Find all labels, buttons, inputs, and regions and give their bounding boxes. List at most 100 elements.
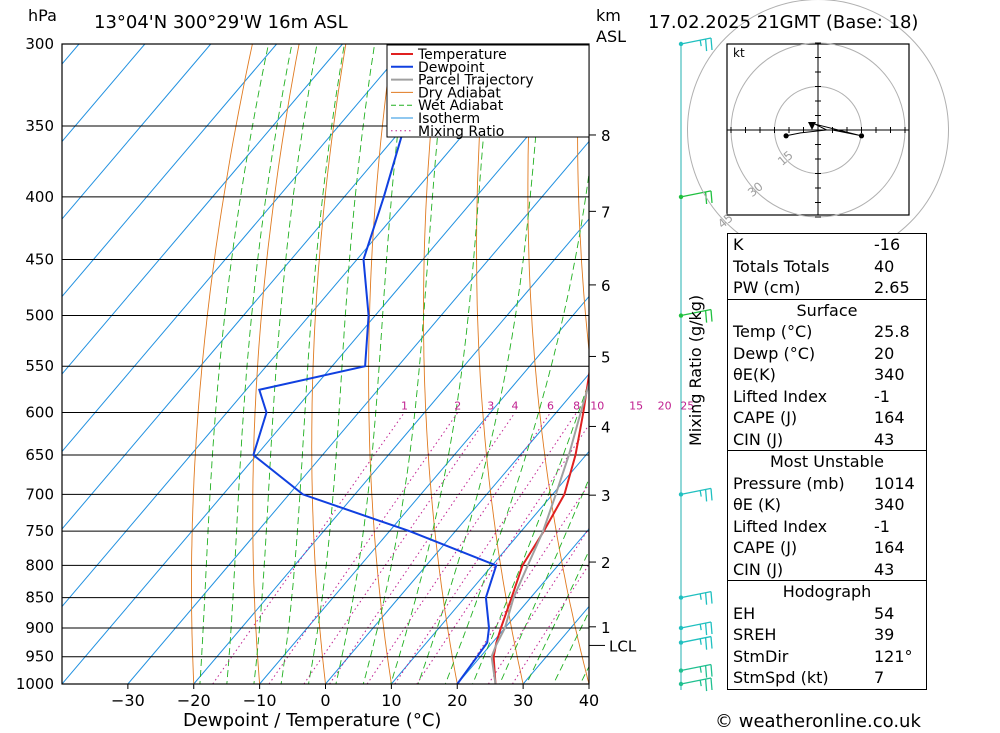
isotherm-line — [193, 218, 589, 684]
wind-barb — [678, 635, 713, 650]
index-row: PW (cm) 2.65 — [733, 278, 910, 297]
surface-row: Lifted Index -1 — [733, 386, 890, 406]
legend-label: Temperature — [417, 47, 507, 63]
indices-panel: K -16 Totals Totals 40 PW (cm) 2.65 Surface… — [727, 233, 927, 690]
pressure-tick-label: 500 — [25, 307, 54, 325]
mu-row: CIN (J) 43 — [733, 559, 895, 579]
isotherm-line — [127, 140, 589, 684]
x-tick-label: −30 — [111, 691, 145, 710]
pressure-gridlines — [62, 43, 589, 685]
isotherm-line — [62, 44, 278, 298]
dry-adiabats — [191, 7, 1000, 710]
wet-adiabat — [199, 44, 269, 684]
pressure-tick-label: 800 — [25, 556, 54, 574]
isotherm-line — [456, 528, 589, 684]
wet-adiabat — [444, 170, 589, 684]
mixing-ratio-label: 4 — [512, 399, 519, 412]
hodo-row: EH 54 — [733, 603, 895, 623]
mixing-ratio-label: 3 — [487, 399, 494, 412]
legend-label: Wet Adiabat — [418, 98, 504, 114]
isotherm-line — [390, 450, 589, 684]
height-tick-label: 1 — [601, 619, 611, 637]
wet-adiabat — [335, 44, 409, 684]
dry-adiabat — [626, 7, 730, 710]
x-tick-label: 10 — [381, 691, 401, 710]
hodo-row: StmSpd (kt) 7 — [733, 668, 885, 687]
series-line-parcel-trajectory — [490, 380, 589, 684]
wind-barb — [678, 487, 713, 502]
isotherm-line — [62, 44, 409, 453]
surface-row: Temp (°C) 25.8 — [733, 322, 910, 341]
surface-row: Dewp (°C) 20 — [733, 343, 895, 363]
pressure-tick-label: 550 — [25, 357, 54, 375]
legend-label: Mixing Ratio — [418, 124, 504, 140]
mixing-ratio-label: 8 — [573, 399, 580, 412]
wind-barbs — [678, 37, 713, 692]
hodograph-point — [783, 133, 789, 139]
mixing-ratio-label: 10 — [590, 399, 604, 412]
isotherm-line — [0, 44, 13, 684]
mixing-ratio-labels: 1 2 3 4 6 8 10 15 20 25 — [401, 399, 694, 412]
hodograph-unit: kt — [733, 46, 745, 60]
pressure-tick-label: 900 — [25, 619, 54, 637]
mixing-ratio-label: 20 — [658, 399, 672, 412]
height-tick-label: 6 — [601, 277, 611, 295]
dry-adiabat — [423, 44, 458, 684]
wind-barb — [678, 621, 713, 636]
lcl-label: LCL — [609, 637, 637, 655]
x-tick-label: 40 — [579, 691, 599, 710]
isotherm-line — [62, 44, 146, 143]
wind-barb — [678, 37, 713, 52]
height-tick-label: 7 — [601, 203, 611, 221]
hodograph-point — [858, 133, 865, 139]
height-tick-label: 4 — [601, 418, 611, 436]
x-axis-title: Dewpoint / Temperature (°C) — [183, 710, 442, 731]
height-tick-label: 3 — [601, 487, 611, 505]
storm-motion-marker — [808, 122, 816, 130]
wet-adiabat — [417, 44, 545, 684]
wet-adiabat — [308, 44, 376, 684]
isotherm-line — [62, 44, 212, 220]
plot-frame — [61, 43, 590, 685]
isotherm-line — [325, 373, 589, 684]
wet-adiabats — [199, 44, 589, 684]
isotherm-line — [62, 44, 541, 608]
isotherm-line — [62, 44, 343, 375]
pressure-tick-label: 750 — [25, 522, 54, 540]
index-row: K -16 — [733, 235, 901, 254]
isotherm-line — [259, 295, 589, 684]
wet-adiabat — [362, 44, 448, 684]
pressure-tick-label: 850 — [25, 589, 54, 607]
pressure-tick-label: 450 — [25, 251, 54, 269]
legend-label: Dewpoint — [418, 60, 485, 76]
isotherm-line — [62, 63, 589, 684]
mixing-ratio-line — [268, 412, 459, 684]
surface-row: θE(K) 340 — [733, 365, 905, 384]
height-unit: km — [596, 6, 621, 25]
wind-barb — [678, 663, 713, 678]
dry-adiabat — [191, 44, 253, 684]
most-unstable-header: Most Unstable — [728, 450, 926, 473]
wind-barb — [678, 308, 713, 323]
wet-adiabat — [280, 44, 345, 684]
dry-adiabat — [476, 44, 524, 684]
legend-label: Isotherm — [418, 111, 480, 127]
dry-adiabat — [993, 7, 1000, 710]
mixing-ratio-line — [303, 412, 492, 684]
pressure-tick-label: 950 — [25, 648, 54, 666]
datetime-title: 17.02.2025 21GMT (Base: 18) — [648, 12, 919, 33]
pressure-tick-label: 650 — [25, 446, 54, 464]
dry-adiabat — [252, 44, 300, 684]
dry-adiabat — [311, 44, 347, 684]
mixing-ratio-line — [511, 563, 589, 684]
hodograph-header: Hodograph — [728, 580, 926, 603]
series-line-temperature — [492, 368, 589, 684]
axes: 3003504004505005506006507007508008509009… — [16, 35, 637, 710]
surface-header: Surface — [728, 298, 926, 322]
dry-adiabat — [577, 44, 589, 355]
dry-adiabat — [947, 7, 1000, 710]
pressure-unit: hPa — [28, 6, 57, 25]
